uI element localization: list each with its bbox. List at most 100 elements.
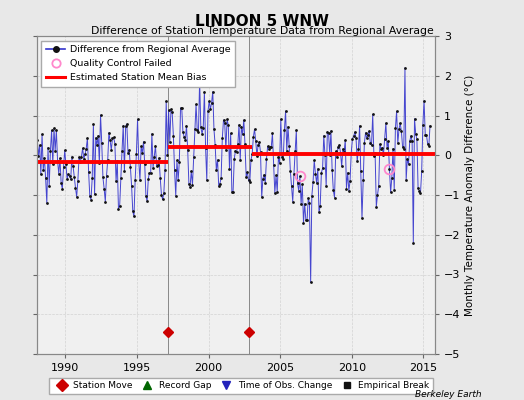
Point <box>58 186 67 192</box>
Point <box>75 154 83 160</box>
Point <box>263 155 271 162</box>
Point <box>238 131 247 138</box>
Point <box>244 177 253 184</box>
Point <box>49 161 57 167</box>
Point <box>227 188 236 195</box>
Point <box>183 146 192 153</box>
Point <box>211 142 220 148</box>
Point <box>70 174 79 180</box>
Point <box>390 186 398 193</box>
Point <box>302 217 310 224</box>
Point <box>413 136 421 142</box>
Point <box>418 168 426 175</box>
Point <box>203 177 211 184</box>
Point <box>285 142 293 149</box>
Point <box>126 164 135 170</box>
Point <box>260 172 268 178</box>
Point <box>66 172 74 179</box>
Point <box>410 116 419 122</box>
Point <box>154 162 162 168</box>
Point <box>87 196 95 203</box>
Point <box>246 179 254 186</box>
Point <box>175 158 183 165</box>
Point <box>375 183 383 189</box>
Point <box>351 129 359 135</box>
Point <box>179 129 187 136</box>
Point <box>424 143 433 149</box>
Point <box>235 122 243 128</box>
Point <box>353 158 362 164</box>
Point <box>150 154 158 160</box>
Point <box>181 137 190 143</box>
Point <box>177 105 185 111</box>
Point <box>296 173 304 180</box>
Point <box>269 162 278 168</box>
Point <box>47 127 56 134</box>
Point <box>328 167 336 173</box>
Text: Berkeley Earth: Berkeley Earth <box>416 390 482 399</box>
Point <box>160 190 168 196</box>
Point <box>405 161 413 167</box>
Point <box>230 156 238 162</box>
Point <box>229 189 237 196</box>
Point <box>252 138 260 144</box>
Point <box>51 147 59 154</box>
Point <box>57 180 66 186</box>
Point <box>63 176 71 182</box>
Y-axis label: Monthly Temperature Anomaly Difference (°C): Monthly Temperature Anomaly Difference (… <box>465 74 475 316</box>
Point <box>278 153 286 160</box>
Point <box>241 141 249 148</box>
Point <box>123 121 131 127</box>
Point <box>89 121 97 128</box>
Point <box>277 116 285 122</box>
Point <box>162 98 170 104</box>
Point <box>319 165 327 172</box>
Point <box>291 148 299 154</box>
Point <box>322 183 330 190</box>
Point <box>346 178 354 184</box>
Point <box>308 192 316 199</box>
Point <box>226 130 235 136</box>
Point <box>165 107 173 113</box>
Point <box>368 111 377 118</box>
Point <box>348 135 357 142</box>
Point <box>68 154 76 160</box>
Point <box>212 167 221 173</box>
Point <box>247 157 255 163</box>
Point <box>218 135 226 142</box>
Point <box>370 153 378 160</box>
Point <box>155 155 163 161</box>
Point <box>236 157 244 163</box>
Point <box>173 157 181 164</box>
Point <box>186 183 194 190</box>
Point <box>38 131 46 138</box>
Point <box>222 146 230 153</box>
Point <box>37 171 45 178</box>
Point <box>309 179 317 186</box>
Point <box>290 171 298 177</box>
Point <box>345 188 353 194</box>
Point <box>100 185 108 192</box>
Point <box>343 170 352 176</box>
Point <box>95 160 104 166</box>
Point <box>194 129 203 136</box>
Point <box>284 124 292 130</box>
Point <box>139 138 148 145</box>
Point <box>214 183 223 189</box>
Point <box>352 134 360 141</box>
Point <box>327 128 335 134</box>
Point <box>320 132 328 139</box>
Point <box>294 187 303 194</box>
Point <box>102 173 111 179</box>
Point <box>149 164 157 171</box>
Point <box>335 142 344 148</box>
Point <box>156 175 165 181</box>
Point <box>59 164 68 170</box>
Point <box>255 138 264 145</box>
Point <box>254 142 263 148</box>
Point <box>143 198 151 204</box>
Point <box>347 150 355 156</box>
Point <box>131 176 139 183</box>
Point <box>293 180 302 187</box>
Point <box>371 150 379 157</box>
